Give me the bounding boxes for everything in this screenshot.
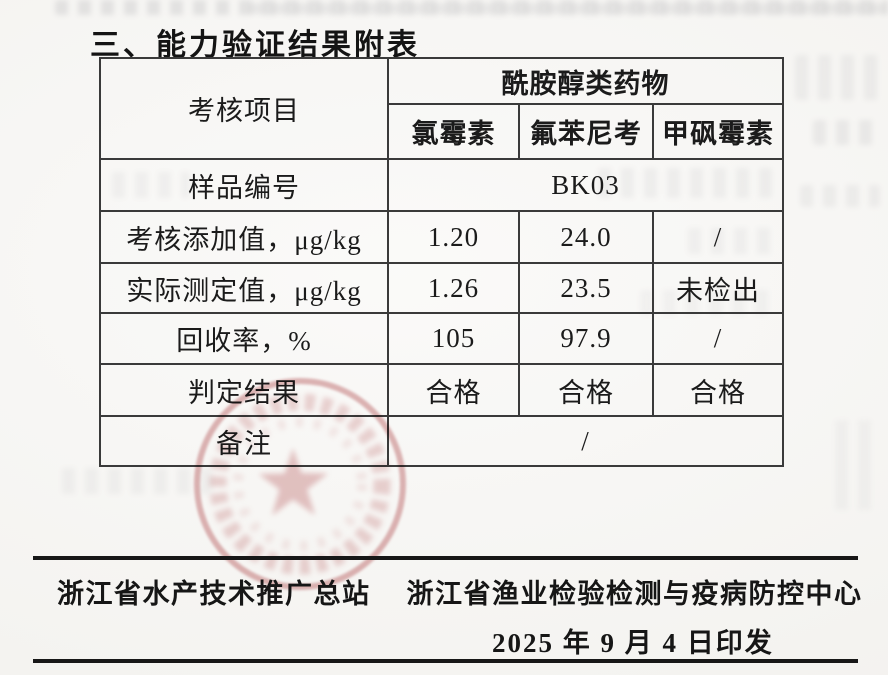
table-row-group-header: 考核项目 酰胺醇类药物 bbox=[99, 57, 785, 160]
table-row-remarks: 备注 / bbox=[99, 415, 785, 467]
cell-value: 合格 bbox=[518, 363, 654, 417]
cell-value: 97.9 bbox=[518, 312, 654, 365]
cell-value: 1.20 bbox=[387, 210, 520, 264]
column-header-florfenicol: 氟苯尼考 bbox=[518, 103, 654, 160]
cell-value: / bbox=[651, 210, 785, 264]
corner-header-cell: 考核项目 bbox=[99, 57, 389, 160]
table-row-verdict: 判定结果 合格 合格 合格 bbox=[99, 363, 785, 417]
bleed-through-mark bbox=[55, 0, 888, 15]
row-label: 考核添加值，μg/kg bbox=[99, 210, 389, 264]
table-row-measured-value: 实际测定值，μg/kg 1.26 23.5 未检出 bbox=[99, 262, 785, 314]
issuing-organizations: 浙江省水产技术推广总站 浙江省渔业检验检测与疫病防控中心 bbox=[57, 572, 861, 611]
cell-value: 1.26 bbox=[387, 262, 520, 314]
org-left: 浙江省水产技术推广总站 bbox=[57, 579, 371, 609]
bleed-through-mark bbox=[835, 420, 880, 510]
table-row-spiked-value: 考核添加值，μg/kg 1.20 24.0 / bbox=[99, 210, 785, 264]
bleed-through-mark bbox=[800, 185, 880, 207]
row-label: 样品编号 bbox=[99, 158, 389, 212]
issue-date: 2025 年 9 月 4 日印发 bbox=[492, 628, 774, 658]
column-header-thiamphenicol: 甲砜霉素 bbox=[651, 103, 785, 160]
cell-value: 合格 bbox=[651, 363, 785, 417]
bleed-through-mark bbox=[62, 468, 212, 494]
table-row-sample-id: 样品编号 BK03 bbox=[99, 158, 785, 212]
table-row-recovery: 回收率，% 105 97.9 / bbox=[99, 312, 785, 365]
cell-value: 105 bbox=[387, 312, 520, 365]
row-label: 备注 bbox=[99, 415, 389, 467]
row-label: 实际测定值，μg/kg bbox=[99, 262, 389, 314]
org-right: 浙江省渔业检验检测与疫病防控中心 bbox=[406, 579, 863, 609]
cell-value: / bbox=[651, 312, 785, 365]
bleed-through-mark bbox=[795, 55, 880, 100]
cell-value: 未检出 bbox=[651, 262, 785, 314]
footer-divider-top bbox=[33, 556, 858, 560]
cell-value: 合格 bbox=[387, 363, 520, 417]
results-table: 考核项目 酰胺醇类药物 氯霉素 氟苯尼考 甲砜霉素 样品编号 BK03 考核添加… bbox=[99, 57, 785, 467]
bleed-through-mark bbox=[250, 3, 888, 14]
bleed-through-mark bbox=[813, 120, 880, 145]
remarks-value: / bbox=[386, 415, 785, 467]
cell-value: 24.0 bbox=[518, 210, 654, 264]
footer-divider-bottom bbox=[33, 659, 858, 663]
row-label: 回收率，% bbox=[99, 312, 389, 365]
cell-value: 23.5 bbox=[518, 262, 654, 314]
drug-class-header-cell: 酰胺醇类药物 bbox=[386, 57, 785, 105]
sample-id-value: BK03 bbox=[386, 158, 785, 212]
table-row-sub-headers: 氯霉素 氟苯尼考 甲砜霉素 bbox=[100, 103, 785, 160]
row-label: 判定结果 bbox=[99, 363, 389, 417]
column-header-chloramphenicol: 氯霉素 bbox=[387, 103, 520, 160]
